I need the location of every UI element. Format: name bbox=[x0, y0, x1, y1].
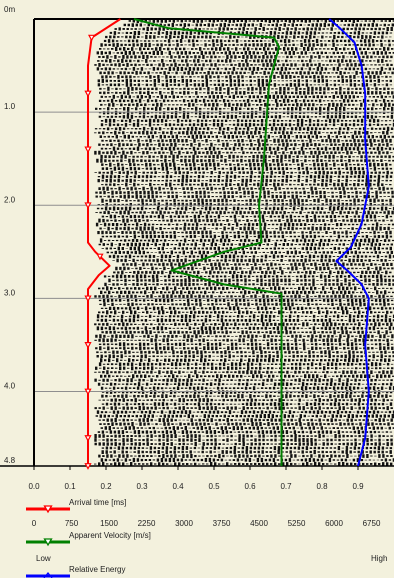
depth-tick-label: 2.0 bbox=[4, 195, 16, 204]
arrival-axis-tick-label: 0.6 bbox=[244, 482, 256, 491]
arrival-time-marker bbox=[88, 34, 96, 42]
seismic-wiggle-traces bbox=[94, 18, 394, 467]
wiggle-trace-fill bbox=[94, 18, 394, 467]
arrival-time-legend-marker bbox=[43, 505, 53, 514]
velocity-axis-tick-label: 6000 bbox=[325, 519, 343, 528]
arrival-time-marker bbox=[84, 388, 92, 396]
energy-legend-marker bbox=[43, 571, 53, 578]
series-line-1 bbox=[87, 18, 121, 466]
depth-axis-labels: 0m 1.0 2.0 3.0 4.0 4.8 bbox=[4, 5, 16, 465]
arrival-axis-tick-label: 0.5 bbox=[208, 482, 220, 491]
velocity-axis-tick-label: 3750 bbox=[213, 519, 231, 528]
velocity-axis-tick-label: 3000 bbox=[175, 519, 193, 528]
arrival-time-marker bbox=[96, 253, 104, 261]
arrival-time-marker bbox=[84, 146, 92, 154]
series-line-3 bbox=[328, 18, 370, 467]
velocity-axis-tick-label: 0 bbox=[32, 519, 37, 528]
arrival-time-legend: Arrival time [ms] bbox=[26, 498, 126, 514]
plot-frame bbox=[0, 18, 394, 467]
arrival-time-legend-label: Arrival time [ms] bbox=[69, 498, 126, 507]
depth-gridlines bbox=[34, 111, 394, 392]
arrival-axis-tick-label: 0.3 bbox=[136, 482, 148, 491]
depth-tick-label: 0m bbox=[4, 5, 15, 14]
arrival-axis-tick-label: 0.4 bbox=[172, 482, 184, 491]
velocity-legend-label: Apparent Velocity [m/s] bbox=[69, 531, 151, 540]
velocity-axis-tick-label: 4500 bbox=[250, 519, 268, 528]
bottom-axes: 0.0 0.1 0.2 0.3 0.4 0.5 0.6 0.7 0.8 0.9 0 750 1500 22… bbox=[26, 466, 387, 578]
velocity-axis-tick-label: 5250 bbox=[288, 519, 306, 528]
velocity-axis-tick-label: 6750 bbox=[363, 519, 381, 528]
arrival-time-marker bbox=[84, 295, 92, 303]
arrival-axis-tick-label: 0.1 bbox=[64, 482, 76, 491]
series-layer bbox=[84, 18, 370, 470]
depth-tick-label: 1.0 bbox=[4, 102, 16, 111]
arrival-time-marker bbox=[84, 435, 92, 442]
arrival-axis-tick-label: 0.0 bbox=[28, 482, 40, 491]
velocity-axis-tick-label: 2250 bbox=[138, 519, 156, 528]
arrival-axis-tick-label: 0.7 bbox=[280, 482, 292, 491]
arrival-time-marker bbox=[84, 342, 92, 349]
velocity-legend-marker bbox=[43, 538, 53, 547]
arrival-time-marker bbox=[84, 463, 92, 470]
series-line-2 bbox=[133, 18, 283, 466]
arrival-axis-tick-label: 0.8 bbox=[316, 482, 328, 491]
arrival-axis-tick-label: 0.9 bbox=[352, 482, 364, 491]
arrival-time-marker bbox=[84, 202, 92, 210]
arrival-axis-tick-label: 0.2 bbox=[100, 482, 112, 491]
velocity-axis-tick-label: 750 bbox=[65, 519, 79, 528]
energy-high-label: High bbox=[371, 554, 387, 563]
energy-legend: Relative Energy bbox=[26, 565, 125, 578]
depth-tick-label: 4.8 bbox=[4, 456, 16, 465]
depth-tick-label: 4.0 bbox=[4, 382, 16, 391]
velocity-axis-tick-label: 1500 bbox=[100, 519, 118, 528]
arrival-time-marker bbox=[84, 90, 92, 98]
velocity-legend: Apparent Velocity [m/s] bbox=[26, 531, 151, 547]
energy-legend-label: Relative Energy bbox=[69, 565, 125, 574]
energy-low-label: Low bbox=[36, 554, 51, 563]
depth-tick-label: 3.0 bbox=[4, 288, 16, 297]
